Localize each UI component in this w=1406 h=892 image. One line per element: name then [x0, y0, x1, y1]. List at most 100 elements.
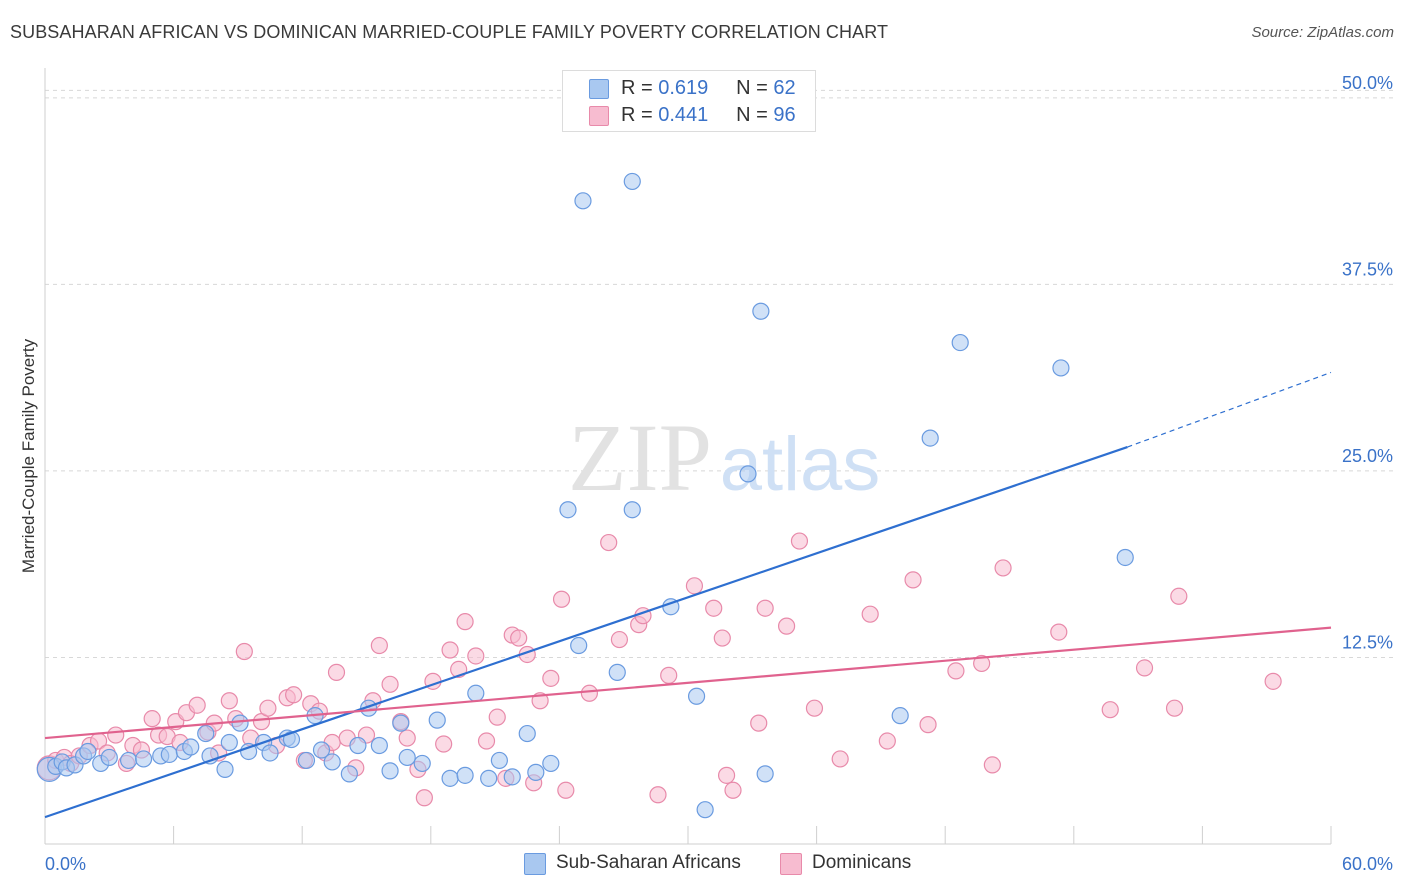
- sub-saharan-point: [542, 754, 560, 773]
- sub-saharan-point: [756, 765, 774, 783]
- dominicans-point: [994, 559, 1012, 577]
- sub-saharan-point: [527, 763, 545, 781]
- legend-n-label: N =: [736, 104, 768, 126]
- dominicans-point: [1050, 623, 1068, 641]
- legend-n-label: N =: [736, 77, 768, 99]
- sub-saharan-point: [323, 753, 341, 771]
- dominicans-point: [235, 642, 253, 661]
- gridlines: [45, 89, 1396, 658]
- dominicans-point: [777, 617, 796, 635]
- sub-saharan-point: [79, 742, 97, 761]
- dominicans-point: [919, 716, 937, 734]
- dominicans-point: [1135, 659, 1154, 677]
- sub-saharan-point: [570, 636, 588, 655]
- sub-saharan-point: [231, 714, 249, 732]
- sub-saharan-point: [921, 429, 939, 447]
- sub-saharan-point: [197, 724, 215, 743]
- sub-saharan-point: [559, 501, 577, 519]
- sub-saharan-point: [119, 751, 138, 770]
- source-label: Source: ZipAtlas.com: [1251, 24, 1394, 41]
- sub-saharan-point: [490, 751, 508, 770]
- sub-saharan-point: [392, 714, 410, 732]
- chart-title: SUBSAHARAN AFRICAN VS DOMINICAN MARRIED-…: [10, 22, 889, 42]
- dominicans-point: [542, 669, 560, 687]
- dominicans-point: [259, 699, 277, 717]
- dominicans-point: [435, 735, 453, 753]
- dominicans-point: [861, 605, 879, 623]
- sub-saharan-point: [216, 760, 234, 778]
- tick-labels: 12.5% 25.0% 37.5% 50.0% 0.0% 60.0%: [45, 73, 1393, 874]
- sub-saharan-point: [480, 769, 498, 787]
- dominicans-point: [973, 654, 991, 673]
- sub-saharan-point: [428, 711, 446, 729]
- dominicans-point: [552, 590, 571, 608]
- x-tick-label: 0.0%: [45, 854, 86, 874]
- bottom-legend-swatch-blue: [524, 853, 546, 875]
- dominicans-point: [1170, 587, 1188, 605]
- legend-r-value: 0.441: [658, 104, 709, 126]
- dominicans-point: [1165, 699, 1184, 717]
- sub-saharan-trend-line: [44, 446, 1128, 819]
- sub-saharan-point: [261, 744, 279, 762]
- sub-saharan-point: [891, 707, 909, 725]
- dominicans-point: [660, 666, 678, 684]
- dominicans-point: [947, 662, 965, 680]
- legend-n-value: 62: [773, 77, 796, 99]
- dominicans-point: [756, 599, 774, 617]
- sub-saharan-point: [951, 333, 969, 352]
- x-tick-label: 60.0%: [1342, 854, 1393, 874]
- dominicans-point: [1264, 672, 1282, 690]
- sub-saharan-point: [100, 748, 118, 767]
- sub-saharan-point: [220, 733, 238, 752]
- sub-saharan-point: [134, 750, 153, 768]
- dominicans-point: [878, 732, 896, 750]
- dominicans-point: [381, 675, 399, 693]
- dominicans-point: [705, 599, 723, 617]
- watermark-zip: ZIP: [568, 404, 712, 511]
- sub-saharan-point: [608, 663, 626, 681]
- trend-lines: [44, 371, 1332, 819]
- sub-saharan-point: [160, 745, 178, 764]
- y-tick-label: 25.0%: [1342, 446, 1393, 466]
- sub-saharan-point: [381, 762, 399, 780]
- sub-saharan-point: [398, 748, 416, 767]
- sub-saharan-point: [696, 801, 714, 819]
- sub-saharan-point: [467, 684, 485, 702]
- sub-saharan-point: [456, 766, 474, 784]
- dominicans-point: [724, 781, 742, 799]
- sub-saharan-point: [441, 769, 459, 787]
- dominicans-point: [510, 629, 528, 647]
- dominicans-point: [750, 714, 768, 732]
- legend-r-label: R =: [621, 77, 653, 99]
- sub-saharan-point: [1052, 359, 1070, 377]
- bottom-legend-label: Sub-Saharan Africans: [556, 852, 741, 873]
- sub-saharan-point: [312, 741, 331, 759]
- legend-swatch-blue: [589, 79, 609, 99]
- axes: [44, 68, 1332, 845]
- legend: R = 0.619 N = 62 R = 0.441 N = 96: [562, 70, 816, 132]
- dominicans-point: [370, 636, 388, 655]
- sub-saharan-point: [623, 172, 641, 191]
- dominicans-point: [790, 532, 809, 550]
- y-tick-label: 37.5%: [1342, 259, 1393, 279]
- dominicans-point: [488, 708, 506, 726]
- sub-saharan-point: [340, 765, 358, 783]
- y-axis-label: Married-Couple Family Poverty: [19, 338, 38, 573]
- dominicans-point: [220, 692, 238, 710]
- legend-r-label: R =: [621, 104, 653, 126]
- dominicans-point: [600, 533, 618, 552]
- dominicans-point: [685, 577, 704, 595]
- dominicans-trend-line: [44, 626, 1332, 740]
- dominicans-point: [285, 686, 303, 704]
- y-tick-label: 50.0%: [1342, 73, 1393, 93]
- dominicans-point: [327, 663, 346, 681]
- legend-swatch-pink: [589, 106, 609, 126]
- dominicans-point: [983, 756, 1001, 774]
- watermark-atlas: atlas: [720, 422, 881, 507]
- bottom-legend-swatch-pink: [780, 853, 802, 875]
- sub-saharan-point: [182, 738, 200, 756]
- dominicans-point: [143, 710, 161, 728]
- sub-saharan-trend-extension: [1127, 371, 1332, 448]
- dominicans-point: [467, 647, 485, 665]
